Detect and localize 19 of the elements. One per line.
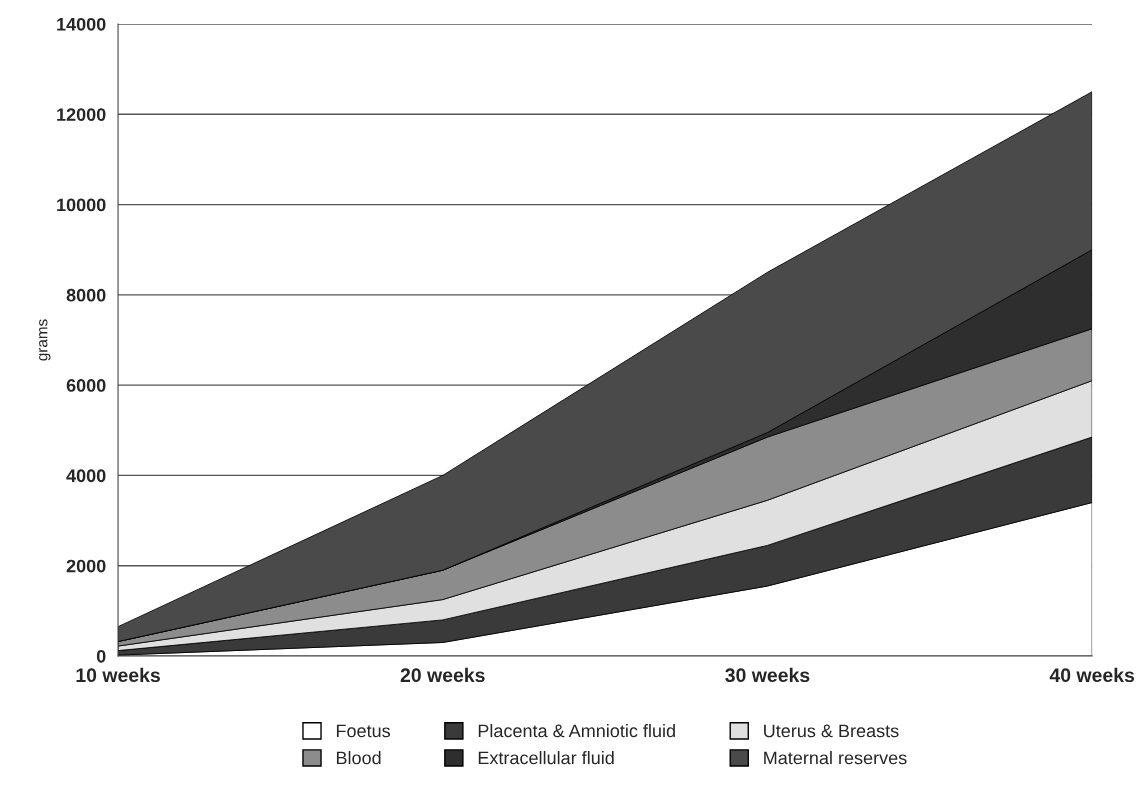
legend-label: Extracellular fluid	[478, 751, 614, 765]
y-tick-label: 2000	[66, 559, 106, 573]
y-tick-label: 10000	[57, 198, 106, 212]
y-tick-label: 4000	[66, 469, 106, 483]
legend-label: Placenta & Amniotic fluid	[478, 723, 675, 738]
legend-label: Foetus	[336, 724, 391, 738]
y-tick-label: 14000	[57, 17, 106, 31]
y-tick-label: 6000	[66, 379, 106, 392]
y-tick-label: 8000	[66, 288, 106, 302]
y-tick-label: 0	[96, 649, 106, 663]
legend-label: Maternal reserves	[764, 751, 907, 765]
x-tick-label: 10 weeks	[76, 667, 160, 683]
x-tick-label: 40 weeks	[1049, 667, 1135, 683]
y-tick-label: 12000	[57, 108, 106, 122]
y-axis-title: grams	[39, 319, 51, 361]
x-tick-label: 20 weeks	[400, 667, 485, 683]
legend-label: Uterus & Breasts	[764, 724, 899, 738]
legend-label: Blood	[336, 751, 381, 765]
x-tick-label: 30 weeks	[725, 667, 810, 683]
